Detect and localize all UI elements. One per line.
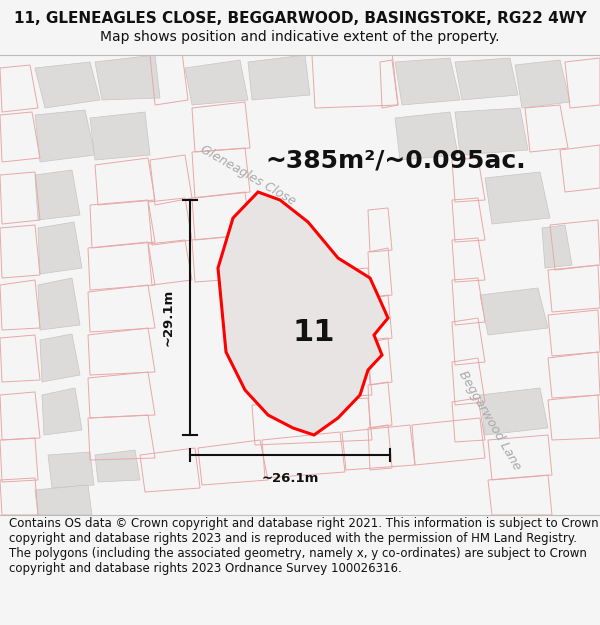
Text: 11: 11 [293,318,335,346]
Polygon shape [48,452,94,488]
Text: ~29.1m: ~29.1m [162,289,175,346]
Polygon shape [35,110,95,162]
Polygon shape [248,55,310,100]
Polygon shape [485,172,550,224]
Text: ~385m²/~0.095ac.: ~385m²/~0.095ac. [265,148,526,172]
Polygon shape [395,58,460,105]
Polygon shape [455,108,528,155]
Polygon shape [455,58,518,100]
Polygon shape [480,288,548,335]
Polygon shape [35,62,100,108]
Polygon shape [395,112,458,160]
Polygon shape [95,450,140,482]
Polygon shape [542,225,572,268]
Polygon shape [40,334,80,382]
Polygon shape [95,55,160,100]
Text: 11, GLENEAGLES CLOSE, BEGGARWOOD, BASINGSTOKE, RG22 4WY: 11, GLENEAGLES CLOSE, BEGGARWOOD, BASING… [14,11,586,26]
Polygon shape [42,388,82,435]
Polygon shape [480,388,548,435]
Polygon shape [90,112,150,160]
Text: Contains OS data © Crown copyright and database right 2021. This information is : Contains OS data © Crown copyright and d… [9,518,599,575]
Polygon shape [35,170,80,220]
Text: ~26.1m: ~26.1m [262,472,319,486]
Polygon shape [35,485,92,515]
Polygon shape [185,60,248,105]
Text: Map shows position and indicative extent of the property.: Map shows position and indicative extent… [100,30,500,44]
Polygon shape [38,278,80,330]
Text: Gleneagles Close: Gleneagles Close [198,142,298,208]
Polygon shape [38,222,82,274]
Polygon shape [515,60,570,108]
Polygon shape [218,192,388,435]
Text: Beggarwood Lane: Beggarwood Lane [456,368,524,472]
